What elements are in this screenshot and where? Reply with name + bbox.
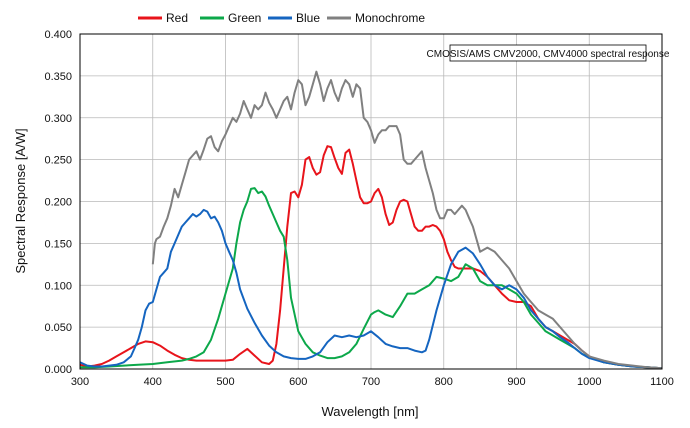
x-tick-label: 700 (362, 376, 380, 388)
y-tick-label: 0.400 (44, 29, 72, 41)
series-lines (79, 70, 663, 370)
y-axis-title: Spectral Response [A/W] (13, 128, 28, 273)
series-line-red (79, 145, 663, 370)
annotation-frame (449, 44, 647, 62)
y-tick-label: 0.150 (44, 238, 72, 250)
annotation-box: CMOSIS/AMS CMV2000, CMV4000 spectral res… (427, 44, 670, 62)
y-tick-label: 0.200 (44, 197, 72, 209)
x-tick-label: 400 (144, 376, 162, 388)
x-tick-label: 800 (435, 376, 453, 388)
annotation-text: CMOSIS/AMS CMV2000, CMV4000 spectral res… (427, 49, 670, 60)
x-tick-labels: 300 400 500 600 700 800 900 1000 1100 (71, 376, 674, 388)
x-axis-title: Wavelength [nm] (321, 404, 418, 419)
y-tick-label: 0.100 (44, 280, 72, 292)
series-line-blue (79, 208, 663, 370)
x-tick-label: 300 (71, 376, 89, 388)
x-tick-label: 1100 (650, 376, 674, 388)
legend-label-red: Red (166, 11, 188, 25)
x-tick-label: 900 (507, 376, 525, 388)
series-line-green (80, 187, 663, 370)
y-tick-label: 0.000 (44, 364, 72, 376)
legend-label-monochrome: Monochrome (355, 11, 425, 25)
y-tick-label: 0.300 (44, 113, 72, 125)
y-tick-label: 0.350 (44, 71, 72, 83)
legend: Red Green Blue Monochrome (138, 11, 425, 25)
legend-label-green: Green (228, 11, 261, 25)
x-tick-label: 500 (216, 376, 234, 388)
legend-label-blue: Blue (296, 11, 320, 25)
y-tick-label: 0.250 (44, 155, 72, 167)
x-tick-label: 600 (289, 376, 307, 388)
plot-frame (79, 33, 663, 370)
y-tick-labels: 0.000 0.050 0.100 0.150 0.200 0.250 0.300 0.350… (44, 29, 72, 376)
x-tick-label: 1000 (577, 376, 601, 388)
y-tick-label: 0.050 (44, 322, 72, 334)
series-line-monochrome (151, 70, 663, 370)
